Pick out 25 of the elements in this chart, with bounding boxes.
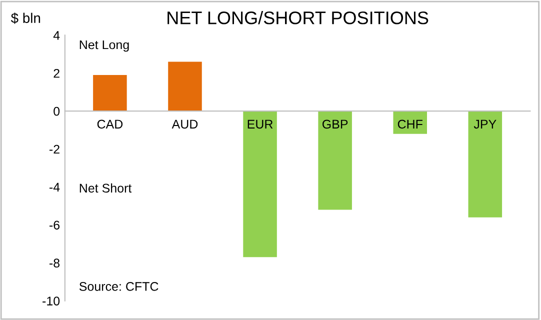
y-axis-title: $ bln (10, 12, 40, 24)
bar (93, 75, 127, 112)
bar (243, 111, 277, 258)
x-tick-label: EUR (248, 120, 273, 129)
y-tick-label: 4 (53, 31, 60, 40)
y-tick-label: -2 (50, 144, 60, 154)
x-tick-label: AUD (172, 120, 198, 129)
y-tick-label: 0 (54, 106, 60, 116)
annotation: Source: CFTC (79, 282, 158, 291)
y-tick-label: -10 (42, 296, 60, 306)
y-tick-label: 2 (54, 68, 60, 78)
bar (393, 111, 427, 134)
x-tick-label: JPY (474, 120, 496, 129)
x-tick-label: GBP (322, 120, 348, 129)
annotation: Net Short (80, 183, 132, 193)
bar (168, 62, 202, 112)
x-tick-label: CAD (97, 120, 123, 129)
chart-title: NET LONG/SHORT POSITIONS (168, 11, 428, 24)
y-tick-label: -8 (50, 258, 60, 268)
bar (318, 111, 352, 210)
x-tick-label: CHF (398, 120, 422, 129)
bar (468, 111, 502, 218)
y-tick-label: -6 (50, 220, 60, 230)
annotation: Net Long (80, 40, 129, 52)
y-tick-label: -4 (50, 182, 60, 192)
